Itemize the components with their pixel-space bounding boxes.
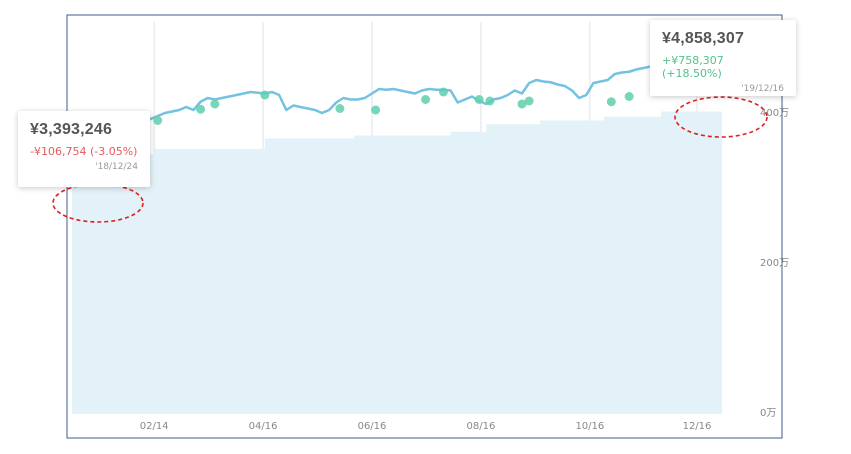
trade-marker [606,97,616,107]
trade-marker [260,90,270,100]
x-tick-label: 10/16 [575,421,604,432]
x-axis-ticks: 02/14 04/16 06/16 08/16 10/16 12/16 [140,421,712,432]
end-highlight-circle [674,96,768,138]
x-tick-label: 04/16 [249,421,278,432]
asset-value-line [71,46,723,163]
y-tick-label: 200万 [760,258,789,269]
trade-marker [438,87,448,97]
x-tick-label: 08/16 [467,421,496,432]
start-value: ¥3,393,246 [30,121,113,138]
trade-marker [210,99,220,109]
trade-marker [517,99,527,109]
end-value-tooltip: ¥4,858,307 +¥758,307 (+18.50%) '19/12/16 [650,20,796,96]
trade-marker [421,95,431,104]
y-tick-label: 0万 [760,408,776,419]
trade-marker [371,105,381,115]
y-tick-label: 400万 [760,108,789,119]
start-change: -¥106,754 (-3.05%) [30,145,138,158]
end-date: '19/12/16 [741,84,784,94]
trade-marker [474,95,484,104]
trade-marker [624,92,634,101]
trade-marker [485,96,495,106]
trade-marker [153,116,163,125]
trade-marker [524,96,534,106]
y-axis-ticks: 0万 200万 400万 [760,108,789,419]
trade-marker [196,104,206,114]
end-change: +¥758,307 (+18.50%) [662,54,724,80]
plot-frame [66,14,783,439]
start-value-tooltip: ¥3,393,246 -¥106,754 (-3.05%) '18/12/24 [18,111,150,187]
invested-area [72,105,722,413]
x-tick-label: 02/14 [140,421,169,432]
x-tick-label: 06/16 [358,421,387,432]
x-tick-label: 12/16 [683,421,712,432]
start-date: '18/12/24 [95,162,138,172]
end-value: ¥4,858,307 [662,30,745,47]
trade-marker [335,104,345,113]
